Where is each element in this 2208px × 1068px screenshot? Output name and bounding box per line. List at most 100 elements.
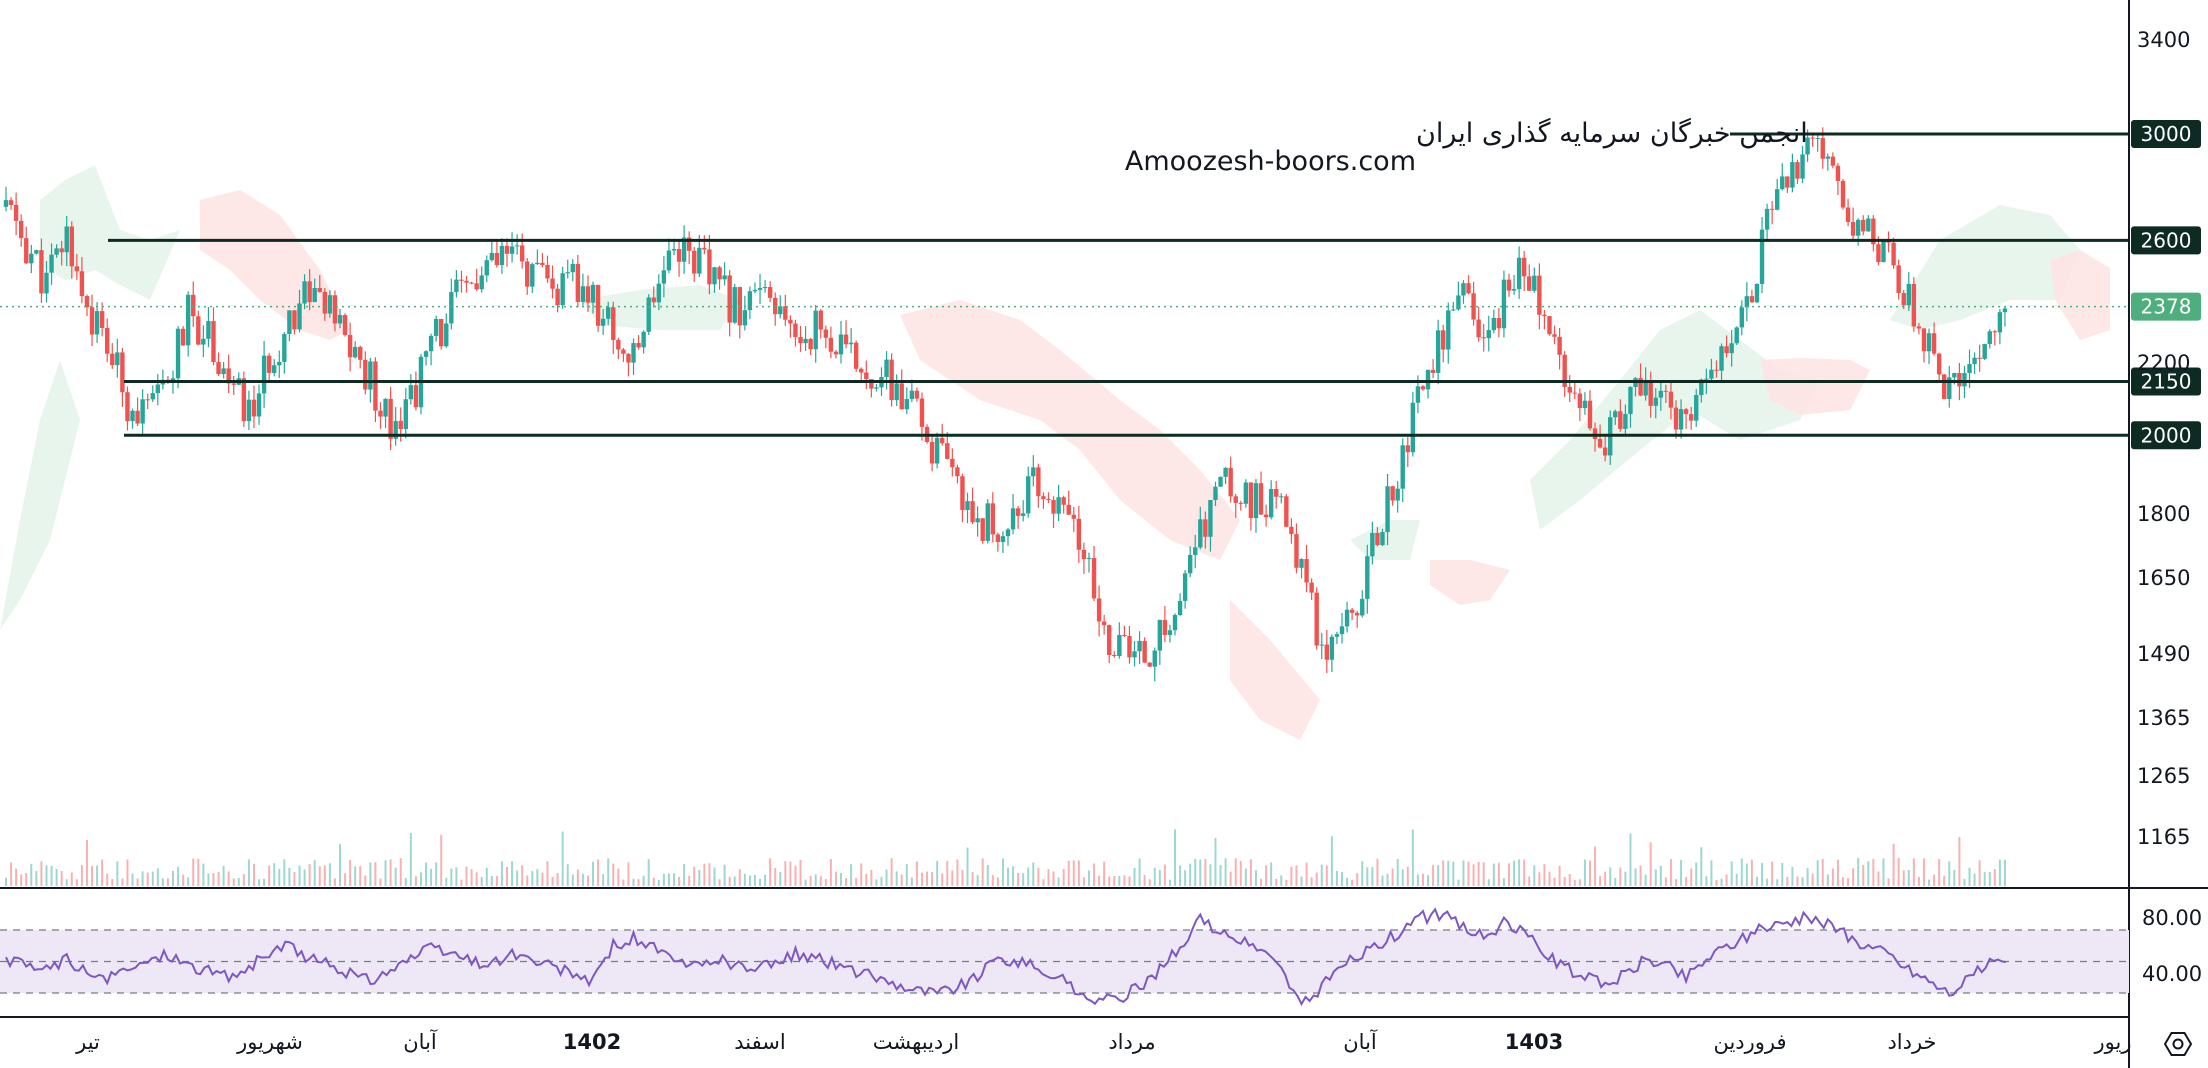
candle-body xyxy=(778,306,783,315)
candle-body xyxy=(1754,283,1760,303)
volume-bar xyxy=(1118,876,1121,886)
volume-bar xyxy=(986,864,989,886)
volume-bar xyxy=(1816,860,1819,886)
volume-bar xyxy=(1502,878,1505,886)
volume-bar xyxy=(1933,874,1936,886)
candle-body xyxy=(656,283,662,303)
volume-bar xyxy=(1842,877,1844,886)
volume-bar xyxy=(566,864,569,886)
candle-body xyxy=(1947,377,1952,399)
horizontal-levels[interactable]: 3000 2600 2150 2000 2378 xyxy=(0,120,2201,450)
candle-body xyxy=(1699,379,1704,396)
candle-body xyxy=(590,284,596,303)
candle-body xyxy=(818,310,823,330)
volume-bar xyxy=(1082,877,1085,886)
rsi-line xyxy=(5,907,2007,1007)
candle-body xyxy=(39,250,44,294)
candle-body xyxy=(565,272,570,274)
volume-bar xyxy=(1108,876,1111,886)
candle-body xyxy=(1142,640,1147,663)
volume-bar xyxy=(172,871,174,886)
volume-bar xyxy=(708,863,711,886)
candle-body xyxy=(980,518,985,541)
volume-bar xyxy=(713,867,716,886)
rsi-pane[interactable] xyxy=(0,907,2129,1007)
volume-bar xyxy=(1027,867,1030,886)
candle-body xyxy=(1258,483,1264,515)
candle-body xyxy=(828,337,834,352)
candle-body xyxy=(1552,334,1557,337)
candle-body xyxy=(277,361,282,366)
cloud-segment xyxy=(2050,250,2110,340)
volume-bar xyxy=(1573,879,1576,886)
candle-body xyxy=(1314,592,1319,646)
candle-body xyxy=(1107,625,1112,655)
candle-body xyxy=(8,200,14,205)
volume-bar xyxy=(738,869,741,886)
price-axis[interactable]: 3400 1800 1650 1490 1365 1265 1165 2200 xyxy=(2137,28,2190,849)
candle-body xyxy=(1688,414,1694,421)
candle-body xyxy=(1916,326,1922,329)
level-label: 2150 xyxy=(2141,370,2192,394)
volume-bar xyxy=(1280,875,1283,886)
volume-bar xyxy=(490,876,493,886)
volume-bar xyxy=(45,865,48,886)
volume-bar xyxy=(91,866,94,886)
volume-bar xyxy=(460,879,463,886)
candle-body xyxy=(1557,336,1562,355)
candle-body xyxy=(1400,445,1405,489)
time-axis-label: شهریور xyxy=(236,1030,303,1054)
candle-body xyxy=(1653,397,1658,406)
volume-bar xyxy=(1862,864,1865,886)
volume-bar xyxy=(764,874,767,886)
candle-body xyxy=(1147,662,1152,667)
candle-body xyxy=(995,534,1001,543)
volume-bar xyxy=(1022,873,1025,886)
time-axis-label: آبان xyxy=(403,1029,438,1054)
candle-body xyxy=(1213,486,1218,501)
volume-bar xyxy=(1887,878,1890,886)
volume-bar xyxy=(1629,833,1632,886)
volume-bar xyxy=(1467,861,1470,886)
volume-bar xyxy=(470,869,473,886)
candle-body xyxy=(13,204,19,221)
candle-body xyxy=(226,368,231,384)
candle-body xyxy=(742,310,748,326)
candle-body xyxy=(1592,428,1598,440)
candle-body xyxy=(600,318,606,326)
hexagon-gear-icon[interactable] xyxy=(2163,1032,2193,1056)
volume-bar xyxy=(814,874,817,886)
candle-body xyxy=(105,327,110,354)
time-axis[interactable]: تیر شهریور آبان 1402 اسفند اردیبهشت مرداد آبان 1… xyxy=(75,1029,2131,1054)
volume-bar xyxy=(1077,860,1080,886)
watermark-line2: Amoozesh-boors.com xyxy=(1125,146,1416,177)
candle-body xyxy=(413,385,419,408)
volume-bar xyxy=(688,875,691,886)
candle-body xyxy=(1380,532,1385,546)
candle-body xyxy=(1785,176,1790,188)
volume-bar xyxy=(283,859,286,886)
price-tick-label: 1365 xyxy=(2137,706,2190,730)
volume-bar xyxy=(166,878,169,886)
candle-body xyxy=(1066,504,1071,515)
candle-body xyxy=(444,323,449,347)
volume-bar xyxy=(40,861,43,886)
volume-bar xyxy=(571,874,574,886)
volume-bar xyxy=(1254,870,1257,886)
volume-bar xyxy=(1098,875,1101,886)
candle-body xyxy=(1036,467,1041,497)
candle-body xyxy=(1365,556,1370,599)
volume-bar xyxy=(1740,858,1743,886)
volume-bar xyxy=(652,877,655,886)
volume-bar xyxy=(1007,867,1009,886)
volume-bar xyxy=(1325,865,1328,886)
volume-bar xyxy=(597,859,600,886)
volume-bar xyxy=(1285,879,1288,886)
candle-body xyxy=(1775,189,1780,210)
volume-bar xyxy=(637,879,640,886)
candle-body xyxy=(1117,635,1122,657)
candle-body xyxy=(950,458,955,468)
candle-body xyxy=(358,346,363,360)
candle-body xyxy=(1668,391,1674,408)
